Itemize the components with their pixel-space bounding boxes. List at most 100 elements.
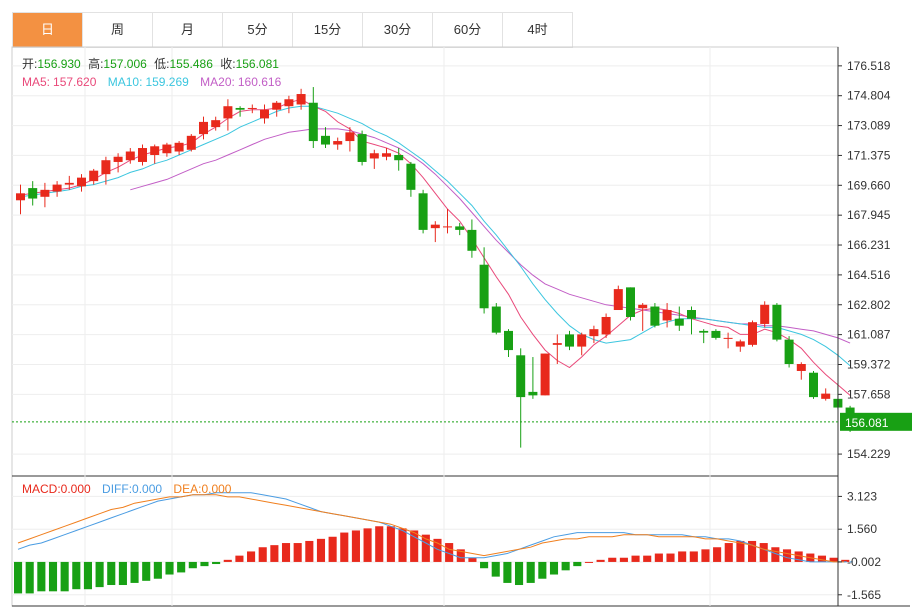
tab-month[interactable]: 月 bbox=[153, 13, 223, 47]
candle-body bbox=[89, 170, 99, 182]
candle-body bbox=[613, 289, 623, 311]
candle-body bbox=[528, 391, 538, 396]
ma10-label: MA10: bbox=[108, 75, 143, 89]
close-label: 收: bbox=[220, 57, 235, 71]
candle-body bbox=[735, 341, 745, 347]
candle-body bbox=[772, 304, 782, 340]
macd-histogram-bar bbox=[433, 538, 442, 562]
macd-histogram-bar bbox=[247, 551, 256, 562]
macd-histogram-bar bbox=[142, 561, 151, 581]
macd-histogram-bar bbox=[60, 561, 69, 592]
candle-body bbox=[223, 106, 233, 119]
grid bbox=[11, 46, 910, 607]
candle-body bbox=[687, 310, 696, 319]
low-value: 155.486 bbox=[170, 57, 214, 71]
macd-histogram-bar bbox=[188, 561, 197, 569]
macd-histogram-bar bbox=[351, 530, 360, 562]
ma20-label: MA20: bbox=[200, 75, 235, 89]
candle-body bbox=[674, 318, 684, 326]
macd-histogram-bar bbox=[165, 561, 174, 575]
candle-body bbox=[125, 151, 135, 161]
tab-5min[interactable]: 5分 bbox=[223, 13, 293, 47]
candle-body bbox=[723, 337, 733, 339]
candle-body bbox=[369, 153, 379, 159]
macd-histogram-bar bbox=[643, 555, 652, 562]
tab-15min[interactable]: 15分 bbox=[293, 13, 363, 47]
macd-histogram-bar bbox=[678, 551, 687, 562]
candle-body bbox=[455, 226, 465, 230]
high-value: 157.006 bbox=[103, 57, 147, 71]
macd-histogram-bar bbox=[654, 553, 663, 562]
tab-week[interactable]: 周 bbox=[83, 13, 153, 47]
candle-body bbox=[443, 226, 452, 228]
macd-histogram-bar bbox=[118, 561, 127, 586]
macd-histogram-bar bbox=[316, 538, 326, 562]
macd-histogram-bar bbox=[491, 561, 500, 577]
candle-body bbox=[186, 135, 196, 150]
macd-histogram-bar bbox=[293, 543, 302, 562]
candle-body bbox=[601, 316, 611, 335]
macd-value: 0.000 bbox=[61, 482, 91, 496]
ohlc-legend: 开:156.930 高:157.006 低:155.486 收:156.081 bbox=[22, 56, 279, 71]
macd-histogram-bar bbox=[421, 534, 430, 562]
dea-value: 0.000 bbox=[201, 482, 231, 496]
candle-body bbox=[199, 121, 208, 135]
price-tick-label: 173.089 bbox=[847, 119, 891, 133]
ma20-value: 160.616 bbox=[238, 75, 282, 89]
candle-body bbox=[796, 364, 806, 371]
candle-body bbox=[662, 310, 672, 321]
candle-body bbox=[491, 306, 501, 333]
candle-body bbox=[467, 229, 477, 251]
tab-4hour[interactable]: 4时 bbox=[503, 13, 573, 47]
macd-label: MACD: bbox=[22, 482, 61, 496]
macd-histogram-bar bbox=[817, 555, 827, 562]
price-tick-label: 164.516 bbox=[847, 268, 891, 282]
macd-panel bbox=[14, 492, 853, 594]
ma5-value: 157.620 bbox=[53, 75, 97, 89]
candle-body bbox=[552, 343, 562, 345]
tab-30min[interactable]: 30分 bbox=[363, 13, 433, 47]
ma-legend: MA5: 157.620 MA10: 159.269 MA20: 160.616 bbox=[22, 75, 282, 89]
candle-body bbox=[565, 334, 574, 347]
price-tick-label: 167.945 bbox=[847, 208, 891, 222]
tab-day[interactable]: 日 bbox=[13, 13, 83, 47]
macd-histogram-bar bbox=[305, 540, 314, 562]
candle-body bbox=[113, 156, 123, 162]
tab-60min[interactable]: 60分 bbox=[433, 13, 503, 47]
macd-histogram-bar bbox=[72, 561, 81, 590]
candle-body bbox=[382, 153, 391, 157]
price-tick-label: 169.660 bbox=[847, 178, 891, 192]
macd-histogram-bar bbox=[212, 561, 221, 565]
candle-body bbox=[418, 193, 428, 230]
candle-body bbox=[138, 148, 147, 162]
dea-label: DEA: bbox=[173, 482, 201, 496]
price-tick-label: 174.804 bbox=[847, 89, 891, 103]
macd-histogram-bar bbox=[666, 553, 675, 562]
macd-histogram-bar bbox=[177, 561, 186, 573]
price-tick-label: 157.658 bbox=[847, 387, 891, 401]
ma20-line bbox=[130, 128, 851, 344]
price-tick-label: 154.229 bbox=[847, 447, 891, 461]
price-tick-label: 162.802 bbox=[847, 298, 891, 312]
period-tabs: 日 周 月 5分 15分 30分 60分 4时 bbox=[12, 12, 573, 48]
candle-body bbox=[284, 99, 294, 107]
price-tick-label: 166.231 bbox=[847, 238, 891, 252]
diff-value: 0.000 bbox=[132, 482, 162, 496]
candle-body bbox=[52, 184, 62, 192]
macd-histogram-bar bbox=[631, 555, 640, 562]
last-price-tag bbox=[840, 412, 912, 431]
macd-histogram-bar bbox=[107, 561, 116, 586]
candle-body bbox=[77, 177, 86, 187]
ma10-value: 159.269 bbox=[145, 75, 189, 89]
candles bbox=[16, 87, 855, 448]
candle-body bbox=[430, 224, 440, 229]
candle-body bbox=[357, 134, 367, 162]
candle-body bbox=[748, 322, 757, 345]
macd-histogram-bar bbox=[270, 545, 279, 562]
candle-body bbox=[821, 393, 831, 399]
ma10-line bbox=[20, 105, 851, 367]
candle-body bbox=[540, 353, 550, 396]
candle-body bbox=[235, 107, 245, 110]
price-tick-label: 161.087 bbox=[847, 328, 891, 342]
